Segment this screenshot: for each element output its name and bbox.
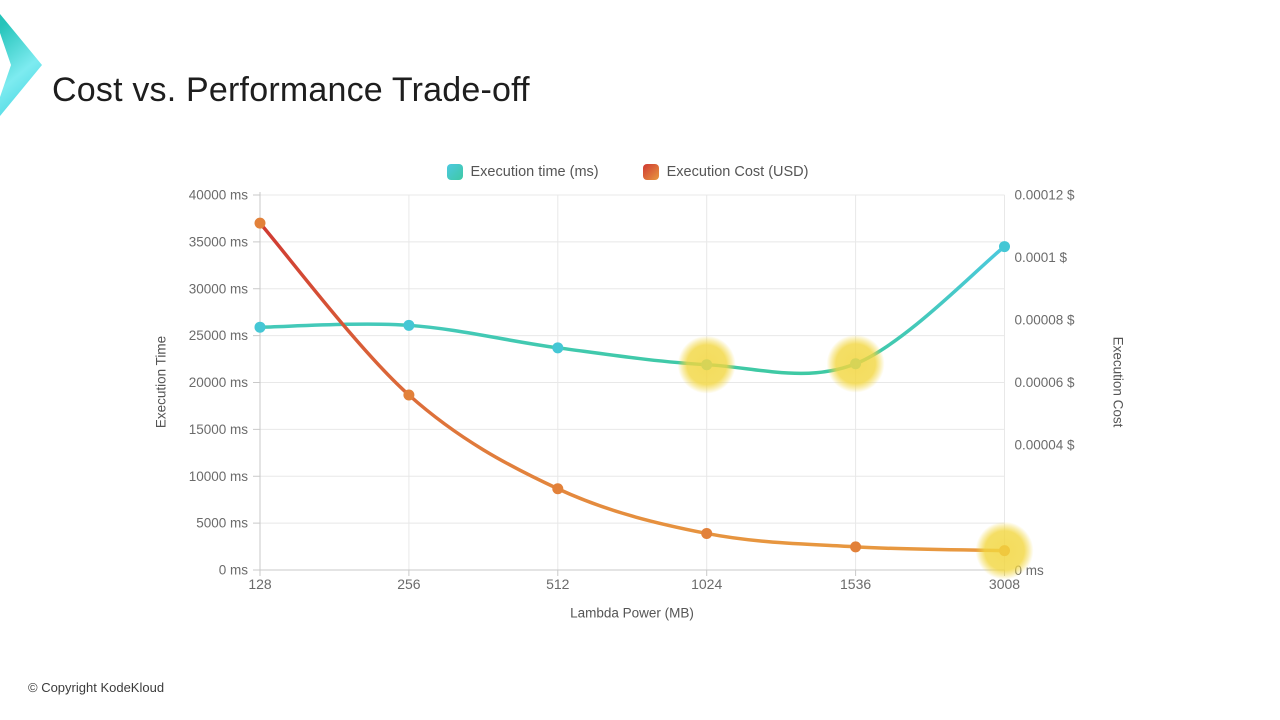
execution-cost-swatch-icon [642, 164, 659, 180]
execution-time-line [258, 244, 1007, 376]
legend-item-execution-time[interactable]: Execution time (ms) [446, 164, 599, 180]
execution-cost-point-1536 [850, 541, 862, 553]
legend-item-execution-cost[interactable]: Execution Cost (USD) [642, 164, 809, 180]
page-title: Cost vs. Performance Trade-off [52, 70, 530, 109]
chart-legend: Execution time (ms) Execution Cost (USD) [0, 164, 1255, 180]
right-tick-label: 0.00012 $ [1015, 188, 1076, 203]
left-tick-label: 30000 ms [189, 281, 249, 296]
highlight-circle-3008 [975, 521, 1034, 580]
highlight-circle-1536 [826, 334, 885, 393]
x-tick-label: 256 [397, 576, 421, 592]
left-tick-label: 40000 ms [189, 188, 249, 203]
execution-cost-point-128 [254, 217, 266, 229]
x-tick-label: 1024 [691, 576, 722, 592]
right-tick-label: 0.00006 $ [1015, 375, 1076, 390]
x-tick-label: 512 [546, 576, 570, 592]
execution-time-point-128 [254, 321, 266, 333]
execution-cost-point-1024 [701, 527, 713, 539]
x-tick-label: 128 [248, 576, 272, 592]
execution-cost-point-256 [403, 389, 415, 401]
left-tick-label: 0 ms [219, 563, 249, 578]
execution-time-point-512 [552, 342, 564, 354]
right-axis-title: Execution Cost [1110, 336, 1126, 428]
legend-label-execution-time: Execution time (ms) [470, 164, 599, 180]
legend-label-execution-cost: Execution Cost (USD) [666, 164, 809, 180]
left-tick-label: 25000 ms [189, 328, 249, 343]
right-tick-label: 0.00008 $ [1015, 313, 1076, 328]
highlight-circle-1024 [677, 335, 736, 394]
execution-time-point-3008 [999, 241, 1010, 253]
right-tick-label: 0.00004 $ [1015, 438, 1076, 453]
left-tick-label: 5000 ms [196, 516, 248, 531]
copyright-footer: © Copyright KodeKloud [28, 680, 165, 695]
execution-time-point-256 [403, 319, 415, 331]
left-tick-label: 35000 ms [189, 234, 249, 249]
x-axis-title: Lambda Power (MB) [570, 605, 694, 621]
execution-cost-point-512 [552, 483, 564, 495]
left-tick-label: 20000 ms [189, 375, 249, 390]
execution-cost-line [258, 221, 1007, 553]
right-tick-label: 0.0001 $ [1015, 250, 1068, 265]
left-axis-title: Execution Time [153, 335, 169, 429]
x-tick-label: 3008 [989, 576, 1020, 592]
left-tick-label: 15000 ms [189, 422, 249, 437]
execution-time-swatch-icon [446, 164, 463, 180]
x-tick-label: 1536 [840, 576, 871, 592]
left-tick-label: 10000 ms [189, 469, 249, 484]
